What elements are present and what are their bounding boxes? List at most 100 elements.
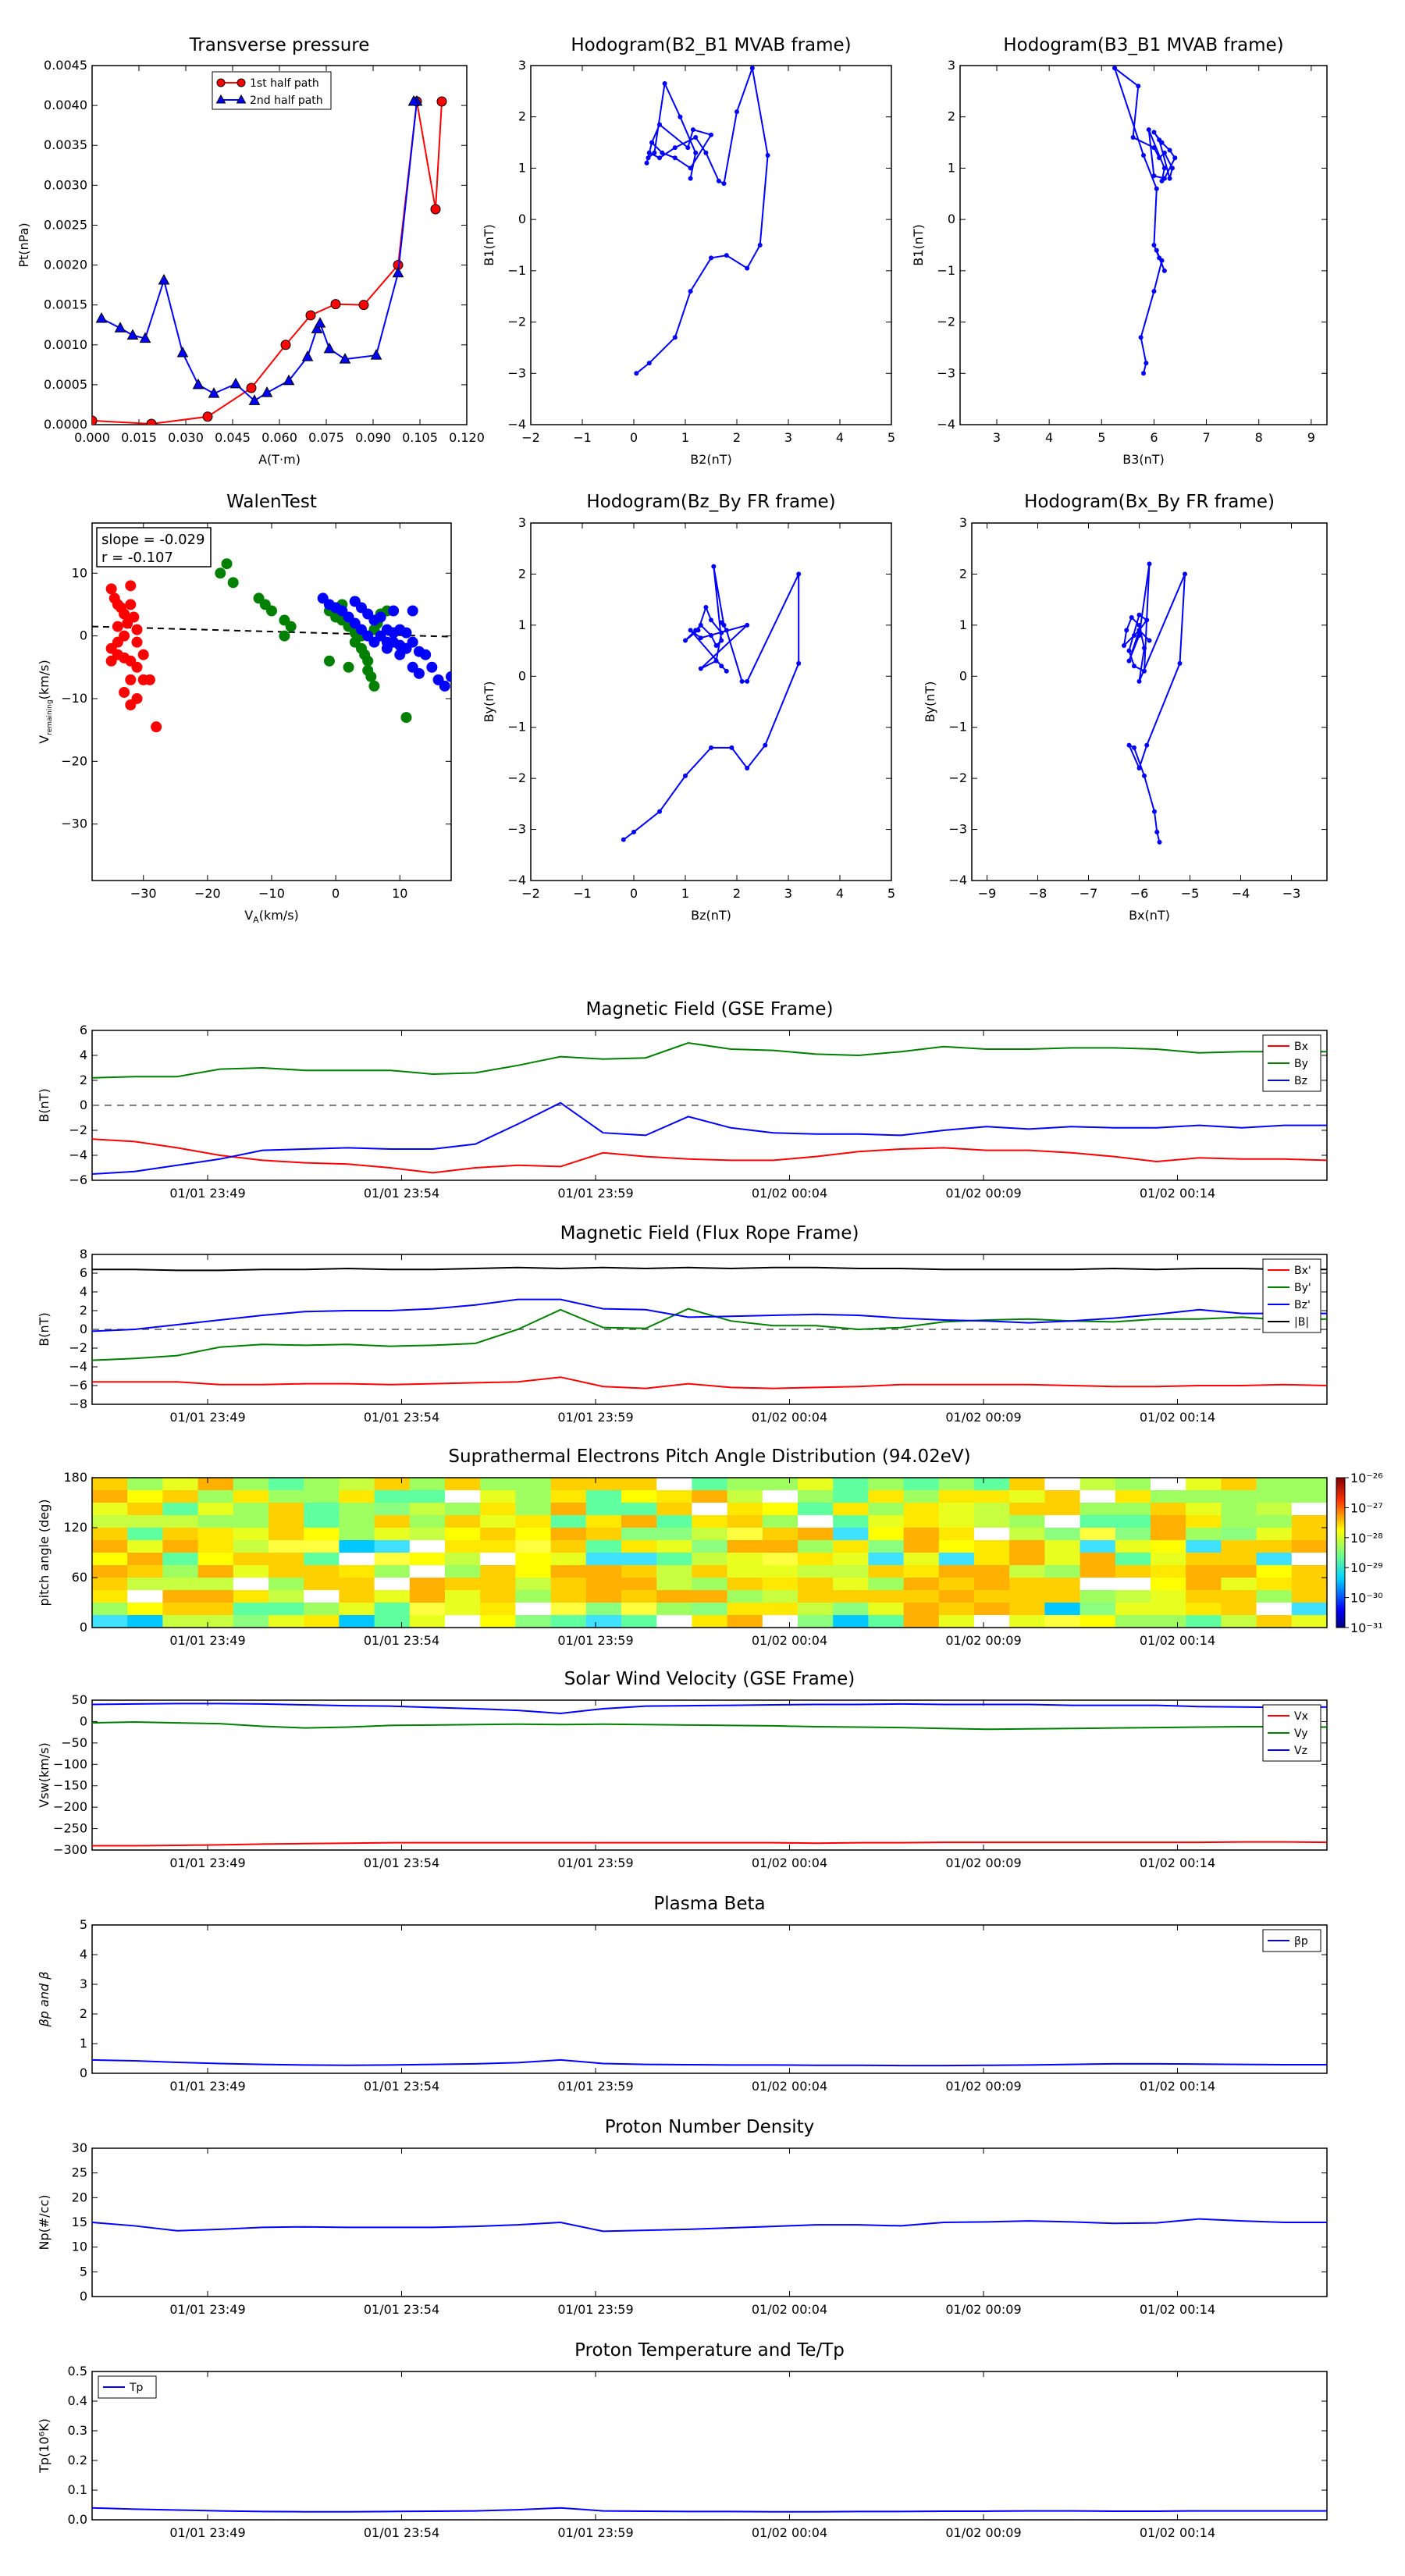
data-point bbox=[285, 621, 297, 632]
data-point bbox=[436, 96, 447, 107]
heatmap-cell bbox=[515, 1615, 552, 1628]
legend: Tp bbox=[98, 2375, 157, 2399]
heatmap-cell bbox=[903, 1615, 940, 1628]
x-tick-label: 0.105 bbox=[402, 430, 438, 445]
heatmap-cell bbox=[339, 1478, 375, 1491]
heatmap-cell bbox=[762, 1553, 799, 1566]
y-tick-label: −3 bbox=[507, 365, 526, 380]
x-tick-label: 6 bbox=[1150, 430, 1158, 445]
data-point bbox=[1147, 638, 1152, 643]
heatmap-cell bbox=[1221, 1503, 1257, 1516]
heatmap-cell bbox=[974, 1478, 1010, 1491]
heatmap-cell bbox=[1044, 1503, 1081, 1516]
x-tick-label: −8 bbox=[1029, 886, 1048, 901]
y-tick-label: 3 bbox=[518, 58, 526, 73]
y-tick-label: 0 bbox=[80, 1620, 87, 1635]
time-tick-label: 01/02 00:04 bbox=[752, 1186, 827, 1201]
y-tick-label: 0.0040 bbox=[44, 98, 87, 112]
heatmap-cell bbox=[1080, 1528, 1116, 1541]
data-point bbox=[644, 160, 649, 165]
heatmap-cell bbox=[480, 1490, 516, 1503]
time-tick-label: 01/01 23:49 bbox=[169, 1856, 245, 1870]
heatmap-cell bbox=[621, 1565, 657, 1578]
heatmap-cell bbox=[304, 1590, 340, 1603]
legend-label: Vy bbox=[1294, 1727, 1308, 1740]
heatmap-cell bbox=[1009, 1615, 1045, 1628]
y-tick-label: 0 bbox=[80, 1322, 87, 1336]
heatmap-cell bbox=[339, 1615, 375, 1628]
y-tick-label: −3 bbox=[507, 822, 526, 837]
heatmap-cell bbox=[1256, 1590, 1293, 1603]
heatmap-cell bbox=[974, 1540, 1010, 1553]
heatmap-cell bbox=[727, 1615, 763, 1628]
chart-title: Transverse pressure bbox=[189, 35, 370, 55]
data-point bbox=[1136, 766, 1142, 771]
y-tick-label: 1 bbox=[959, 617, 967, 632]
data-point bbox=[311, 322, 323, 333]
data-point bbox=[202, 411, 213, 422]
y-tick-label: 180 bbox=[63, 1470, 87, 1485]
heatmap-cell bbox=[762, 1590, 799, 1603]
heatmap-cell bbox=[692, 1515, 728, 1528]
data-point bbox=[672, 155, 678, 161]
y-tick-label: 10 bbox=[72, 565, 87, 580]
series-line-0 bbox=[623, 566, 800, 841]
heatmap-cell bbox=[197, 1565, 234, 1578]
heatmap-cell bbox=[92, 1553, 128, 1566]
heatmap-cell bbox=[1256, 1490, 1293, 1503]
plot-frame bbox=[91, 1477, 1328, 1628]
time-tick-label: 01/02 00:04 bbox=[752, 2525, 827, 2540]
heatmap-cell bbox=[550, 1540, 587, 1553]
heatmap-cell bbox=[269, 1503, 304, 1516]
y-tick-label: −6 bbox=[69, 1378, 87, 1393]
heatmap-cell bbox=[1256, 1528, 1293, 1541]
heatmap-cell bbox=[162, 1503, 199, 1516]
heatmap-cell bbox=[585, 1515, 622, 1528]
heatmap-cell bbox=[727, 1578, 763, 1591]
heatmap-cell bbox=[1186, 1540, 1222, 1553]
heatmap-cell bbox=[1115, 1490, 1151, 1503]
time-tick-label: 01/02 00:14 bbox=[1140, 1633, 1215, 1648]
heatmap-cell bbox=[409, 1578, 446, 1591]
heatmap-cell bbox=[727, 1528, 763, 1541]
data-point bbox=[698, 666, 703, 671]
heatmap-cell bbox=[868, 1590, 905, 1603]
heatmap-cell bbox=[762, 1565, 799, 1578]
heatmap-cell bbox=[445, 1528, 481, 1541]
heatmap-cell bbox=[1115, 1515, 1151, 1528]
time-tick-label: 01/01 23:59 bbox=[557, 1410, 633, 1425]
heatmap-cell bbox=[304, 1578, 340, 1591]
data-point bbox=[672, 335, 678, 340]
heatmap-cell bbox=[1080, 1490, 1116, 1503]
heatmap-cell bbox=[92, 1478, 128, 1491]
colorbar-label: 10⁻²⁸ bbox=[1350, 1531, 1383, 1546]
heatmap-cell bbox=[833, 1478, 869, 1491]
data-point bbox=[1112, 66, 1118, 71]
data-point bbox=[745, 678, 750, 684]
data-point bbox=[330, 299, 341, 310]
heatmap-cell bbox=[127, 1565, 163, 1578]
heatmap-cell bbox=[1256, 1515, 1293, 1528]
y-tick-label: 0.0045 bbox=[44, 58, 87, 73]
data-point bbox=[1126, 742, 1132, 748]
heatmap-cell bbox=[621, 1578, 657, 1591]
y-tick-label: 0 bbox=[518, 668, 526, 683]
time-tick-label: 01/01 23:54 bbox=[364, 2079, 439, 2094]
heatmap-cell bbox=[938, 1553, 975, 1566]
heatmap-cell bbox=[127, 1615, 163, 1628]
plot-frame bbox=[91, 2371, 1328, 2521]
data-point bbox=[1146, 127, 1151, 133]
data-point bbox=[1136, 632, 1142, 638]
data-point bbox=[125, 599, 137, 610]
heatmap-cell bbox=[445, 1565, 481, 1578]
y-tick-label: 0.0025 bbox=[44, 217, 87, 232]
heatmap-cell bbox=[1044, 1528, 1081, 1541]
heatmap-cell bbox=[656, 1540, 692, 1553]
y-tick-label: −4 bbox=[948, 873, 967, 888]
y-tick-label: −300 bbox=[53, 1842, 87, 1857]
heatmap-cell bbox=[1080, 1515, 1116, 1528]
y-tick-label: 0.5 bbox=[68, 2364, 87, 2379]
y-tick-label: 5 bbox=[80, 2264, 87, 2279]
plot-frame bbox=[91, 522, 452, 881]
